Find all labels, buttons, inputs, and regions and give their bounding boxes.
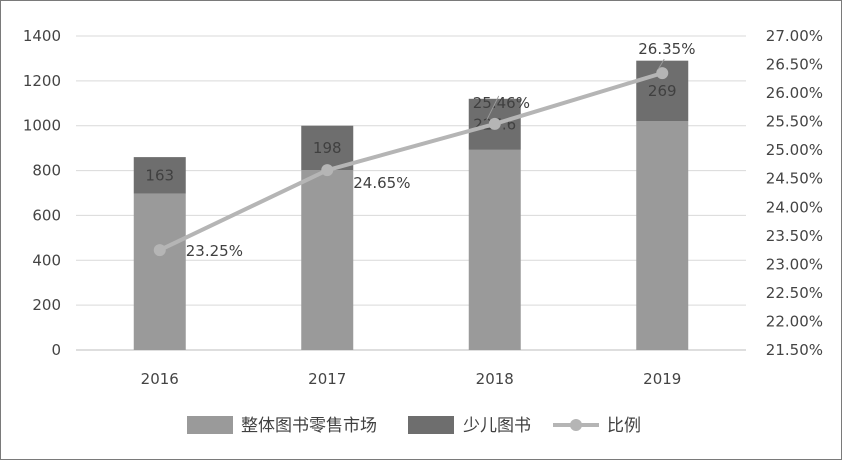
left-axis-tick-label: 1400	[23, 27, 61, 45]
right-y-axis: 21.50% 22.00% 22.50% 23.00% 23.50% 24.00% 24.5…	[766, 27, 823, 359]
right-axis-tick-label: 26.00%	[766, 84, 823, 102]
right-axis-tick-label: 22.50%	[766, 284, 823, 302]
x-axis: 2016 2017 2018 2019	[141, 370, 682, 388]
right-axis-tick-label: 27.00%	[766, 27, 823, 45]
right-axis-tick-label: 24.50%	[766, 170, 823, 188]
left-axis-tick-label: 200	[32, 296, 61, 314]
right-axis-tick-label: 25.50%	[766, 113, 823, 131]
bar-overall-market	[301, 170, 354, 350]
right-axis-tick-label: 24.00%	[766, 198, 823, 216]
children-books-data-label: 269	[648, 82, 677, 100]
gridlines	[76, 35, 746, 351]
bar-children-books	[133, 157, 186, 194]
ratio-point	[488, 117, 501, 130]
label-leader-line	[657, 58, 665, 70]
ratio-point	[321, 164, 334, 177]
ratio-line	[158, 71, 663, 252]
ratio-line-series: 23.25% 24.65% 25.46% 26.35%	[153, 40, 695, 260]
label-leader-line	[486, 95, 500, 121]
left-axis-tick-label: 800	[32, 162, 61, 180]
category-label: 2016	[141, 370, 179, 388]
right-axis-tick-label: 23.50%	[766, 227, 823, 245]
category-label: 2018	[476, 370, 514, 388]
ratio-point	[656, 67, 669, 80]
right-axis-tick-label: 21.50%	[766, 341, 823, 359]
legend-swatch-overall-market	[187, 416, 233, 434]
bar-children-books	[301, 125, 354, 171]
bar-overall-market	[636, 121, 689, 350]
legend-label-children-books: 少儿图书	[463, 416, 531, 436]
ratio-point	[153, 244, 166, 257]
left-axis-tick-label: 600	[32, 206, 61, 224]
children-books-data-label: 198	[313, 139, 342, 157]
legend: 整体图书零售市场 少儿图书 比例	[187, 416, 641, 436]
left-axis-tick-label: 400	[32, 251, 61, 269]
ratio-data-label: 26.35%	[638, 40, 695, 58]
left-axis-tick-label: 1000	[23, 117, 61, 135]
bar-data-labels: 163198227.6269	[145, 82, 676, 185]
left-axis-tick-label: 1200	[23, 72, 61, 90]
left-axis-tick-label: 0	[51, 341, 61, 359]
category-label: 2019	[643, 370, 681, 388]
category-label: 2017	[308, 370, 346, 388]
ratio-data-label: 25.46%	[473, 94, 530, 112]
children-books-data-label: 163	[145, 166, 174, 184]
ratio-data-label: 23.25%	[186, 242, 243, 260]
ratio-data-label: 24.65%	[353, 174, 410, 192]
bar-series	[133, 60, 689, 350]
legend-swatch-ratio-marker	[570, 419, 582, 431]
right-axis-tick-label: 25.00%	[766, 141, 823, 159]
bar-overall-market	[133, 193, 186, 350]
right-axis-tick-label: 26.50%	[766, 56, 823, 74]
legend-swatch-children-books	[408, 416, 454, 434]
bar-overall-market	[468, 149, 521, 350]
legend-label-ratio: 比例	[607, 416, 641, 436]
legend-label-overall-market: 整体图书零售市场	[241, 416, 377, 436]
right-axis-tick-label: 23.00%	[766, 255, 823, 273]
right-axis-tick-label: 22.00%	[766, 312, 823, 330]
left-y-axis: 0 200 400 600 800 1000 1200 1400	[23, 27, 61, 359]
